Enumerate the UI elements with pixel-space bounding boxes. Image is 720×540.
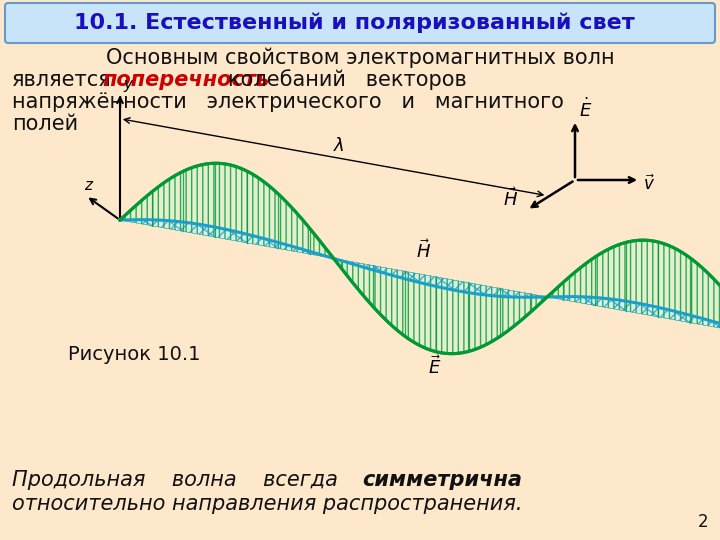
Polygon shape — [334, 259, 546, 354]
Text: $z$: $z$ — [84, 178, 94, 193]
Text: Продольная    волна    всегда: Продольная волна всегда — [12, 470, 364, 490]
Polygon shape — [548, 296, 720, 335]
Text: колебаний   векторов: колебаний векторов — [228, 70, 467, 90]
Text: является: является — [12, 70, 112, 90]
Text: симметрична: симметрична — [362, 470, 522, 490]
Polygon shape — [120, 163, 332, 258]
Text: напряжённости   электрического   и   магнитного: напряжённости электрического и магнитног… — [12, 92, 564, 112]
Polygon shape — [120, 220, 332, 258]
Text: $\vec{v}$: $\vec{v}$ — [643, 174, 655, 194]
Polygon shape — [334, 259, 546, 297]
Text: $\vec{H}$: $\vec{H}$ — [503, 187, 518, 210]
Text: 2: 2 — [698, 513, 708, 531]
Text: $\dot{E}$: $\dot{E}$ — [579, 98, 593, 121]
Text: $\vec{E}$: $\vec{E}$ — [428, 355, 442, 377]
Text: поперечность: поперечность — [102, 70, 269, 90]
Text: $y$: $y$ — [123, 78, 135, 93]
Text: $\lambda$: $\lambda$ — [333, 137, 344, 155]
Text: Рисунок 10.1: Рисунок 10.1 — [68, 345, 200, 363]
FancyBboxPatch shape — [5, 3, 715, 43]
Text: относительно направления распространения.: относительно направления распространения… — [12, 494, 523, 514]
Text: $\vec{H}$: $\vec{H}$ — [415, 239, 431, 261]
Text: полей: полей — [12, 114, 78, 134]
Text: 10.1. Естественный и поляризованный свет: 10.1. Естественный и поляризованный свет — [73, 13, 634, 33]
Text: Основным свойством электромагнитных волн: Основным свойством электромагнитных волн — [106, 48, 614, 68]
Polygon shape — [549, 240, 720, 335]
